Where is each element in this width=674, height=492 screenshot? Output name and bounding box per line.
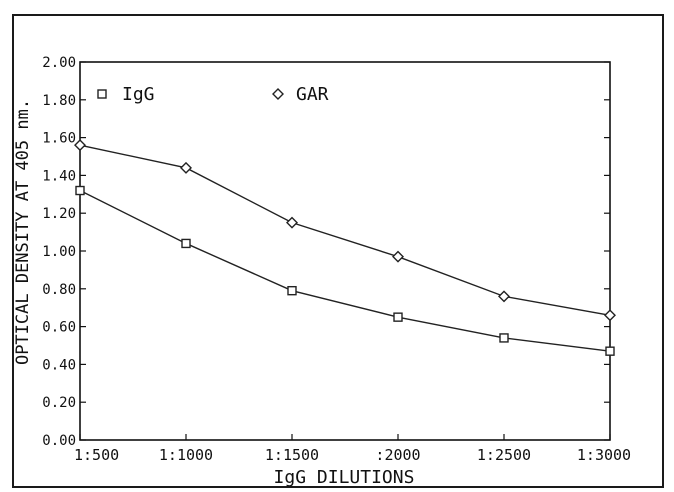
y-tick-label: 1.20 <box>42 206 76 222</box>
data-point-igg <box>605 346 615 356</box>
y-axis-label: OPTICAL DENSITY AT 405 nm. <box>13 99 33 365</box>
legend-marker-gar <box>272 88 284 100</box>
data-point-igg <box>499 333 509 343</box>
legend-label-igg: IgG <box>122 84 155 105</box>
x-tick-label: :2000 <box>375 446 420 464</box>
x-tick-label: 1:3000 <box>577 446 631 464</box>
y-tick-label: 2.00 <box>42 55 76 71</box>
y-tick-label: 1.40 <box>42 168 76 184</box>
legend-label-gar: GAR <box>296 84 329 105</box>
y-tick-label: 1.00 <box>42 244 76 260</box>
y-tick-label: 0.80 <box>42 282 76 298</box>
data-point-gar <box>498 290 510 303</box>
data-point-gar <box>604 309 616 322</box>
plot-area <box>79 61 611 441</box>
data-point-gar <box>180 161 192 174</box>
y-tick-label: 0.40 <box>42 357 76 373</box>
x-axis-label: IgG DILUTIONS <box>274 467 415 488</box>
legend: IgG GAR <box>97 84 329 105</box>
legend-marker-igg <box>97 89 107 99</box>
legend-item-gar: GAR <box>272 84 329 105</box>
legend-item-igg: IgG <box>97 84 155 105</box>
chart-frame <box>12 14 664 488</box>
y-tick-label: 0.20 <box>42 395 76 411</box>
data-point-igg <box>181 238 191 249</box>
plot-border <box>79 61 611 441</box>
series-line-igg <box>79 189 611 352</box>
x-tick-label: 1:500 <box>74 446 119 464</box>
y-tick-label: 0.00 <box>42 433 76 449</box>
series-line-gar <box>79 144 611 316</box>
data-point-igg <box>75 185 85 196</box>
data-point-igg <box>393 312 403 322</box>
series-layer <box>74 139 616 356</box>
data-point-gar <box>286 216 298 229</box>
data-point-igg <box>287 285 297 296</box>
data-point-gar <box>392 250 404 263</box>
x-tick-label: 1:1000 <box>159 446 213 464</box>
x-tick-label: 1:1500 <box>265 446 319 464</box>
x-axis: 1:500 1:1000 1:1500 :2000 1:2500 1:3000 <box>74 434 631 464</box>
y-axis: 0.00 0.20 0.40 0.60 0.80 1.00 1.20 1.40 1.60 1.80… <box>42 55 610 449</box>
y-tick-label: 1.60 <box>42 131 76 147</box>
y-tick-label: 0.60 <box>42 320 76 336</box>
series-gar <box>74 139 616 322</box>
series-igg <box>75 185 615 356</box>
y-tick-label: 1.80 <box>42 93 76 109</box>
x-tick-label: 1:2500 <box>477 446 531 464</box>
data-point-gar <box>74 139 86 152</box>
